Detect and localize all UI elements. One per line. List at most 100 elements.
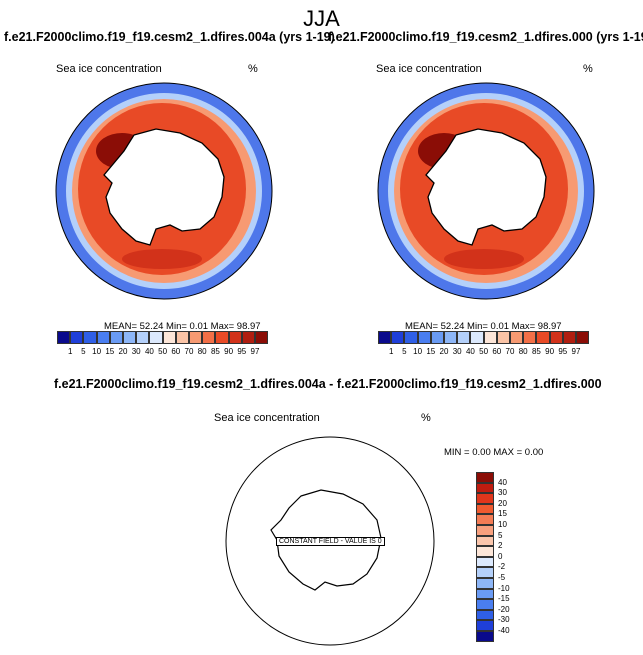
- diff-variable: Sea ice concentration: [214, 412, 320, 424]
- diff-colorbar-swatch: [476, 525, 494, 536]
- colorbar-tick-label: 20: [439, 347, 449, 356]
- diff-colorbar-swatch: [476, 588, 494, 600]
- diff-colorbar-swatch: [476, 578, 494, 589]
- colorbar-swatch: [70, 331, 84, 344]
- colorbar-swatch: [149, 331, 163, 344]
- colorbar-tick-label: 30: [452, 347, 462, 356]
- colorbar-swatch: [109, 331, 123, 344]
- colorbar-tick-label: 40: [465, 347, 475, 356]
- panel1-colorbar: 1 5 10 15 20 30 40 50 60 70 80 85 90 95 97: [57, 331, 269, 359]
- diff-colorbar-tick-label: -10: [498, 583, 510, 593]
- colorbar-swatch: [510, 331, 524, 344]
- colorbar-swatch: [83, 331, 97, 344]
- colorbar-swatch: [576, 331, 590, 344]
- colorbar-tick-label: 70: [184, 347, 194, 356]
- panel1-map-border: [55, 82, 273, 300]
- colorbar-tick-label: 15: [105, 347, 115, 356]
- diff-colorbar-swatch: [476, 599, 494, 610]
- diff-colorbar-swatch: [476, 567, 494, 578]
- colorbar-tick-label: 97: [250, 347, 260, 356]
- diff-units: %: [421, 412, 431, 424]
- diff-colorbar-swatch: [476, 546, 494, 557]
- colorbar-tick-label: 40: [144, 347, 154, 356]
- diff-colorbar-tick-label: 15: [498, 509, 507, 519]
- season-title: JJA: [303, 6, 340, 31]
- panel2-map-border: [377, 82, 595, 300]
- diff-colorbar-swatch: [476, 482, 494, 494]
- colorbar-swatch: [189, 331, 203, 344]
- colorbar-swatch: [57, 331, 71, 344]
- panel1-units: %: [248, 63, 258, 75]
- colorbar-swatch: [215, 331, 229, 344]
- diff-colorbar-swatch: [476, 514, 494, 525]
- diff-colorbar-swatch: [476, 631, 494, 642]
- diff-colorbar-tick-label: -15: [498, 594, 510, 604]
- colorbar-swatch: [96, 331, 110, 344]
- colorbar-swatch: [549, 331, 563, 344]
- panel2-units: %: [583, 63, 593, 75]
- colorbar-swatch: [162, 331, 176, 344]
- panel2-title: f.e21.F2000climo.f19_f19.cesm2_1.dfires.…: [328, 30, 643, 44]
- diff-constant-label: CONSTANT FIELD - VALUE IS 0: [276, 537, 385, 546]
- colorbar-tick-label: 95: [558, 347, 568, 356]
- colorbar-swatch: [378, 331, 392, 344]
- panel1-map: [55, 82, 273, 300]
- colorbar-swatch: [444, 331, 458, 344]
- colorbar-tick-label: 50: [158, 347, 168, 356]
- diff-colorbar-swatch: [476, 493, 494, 504]
- panel1-stats: MEAN= 52.24 Min= 0.01 Max= 98.97: [104, 321, 261, 332]
- diff-colorbar-swatch: [476, 472, 494, 483]
- diff-colorbar-tick-label: 0: [498, 551, 503, 561]
- panel2-variable: Sea ice concentration: [376, 63, 482, 75]
- diff-colorbar-tick-label: 10: [498, 520, 507, 529]
- diff-colorbar-tick-label: 30: [498, 488, 507, 498]
- diff-colorbar-swatch: [476, 620, 494, 631]
- colorbar-tick-label: 10: [413, 347, 423, 356]
- colorbar-tick-label: 97: [571, 347, 581, 356]
- diff-colorbar-swatch: [476, 535, 494, 547]
- colorbar-swatch: [391, 331, 405, 344]
- colorbar-swatch: [175, 331, 189, 344]
- colorbar-tick-label: 90: [545, 347, 555, 356]
- colorbar-tick-label: 95: [237, 347, 247, 356]
- diff-colorbar-swatch: [476, 503, 494, 515]
- colorbar-swatch: [536, 331, 550, 344]
- colorbar-swatch: [404, 331, 418, 344]
- colorbar-tick-label: 85: [210, 347, 220, 356]
- colorbar-tick-label: 30: [131, 347, 141, 356]
- colorbar-swatch: [202, 331, 216, 344]
- colorbar-swatch: [457, 331, 471, 344]
- colorbar-tick-label: 50: [479, 347, 489, 356]
- colorbar-tick-label: 60: [492, 347, 502, 356]
- colorbar-swatch: [241, 331, 255, 344]
- colorbar-swatch: [123, 331, 137, 344]
- colorbar-tick-label: 80: [518, 347, 528, 356]
- panel2-continent: [425, 128, 547, 246]
- colorbar-swatch: [255, 331, 269, 344]
- colorbar-tick-label: 1: [388, 347, 394, 356]
- panel1-title: f.e21.F2000climo.f19_f19.cesm2_1.dfires.…: [4, 30, 335, 44]
- diff-colorbar-tick-label: -5: [498, 573, 506, 582]
- diff-colorbar-tick-label: 20: [498, 498, 507, 508]
- colorbar-tick-label: 90: [224, 347, 234, 356]
- colorbar-tick-label: 5: [81, 347, 86, 356]
- diff-stats: MIN = 0.00 MAX = 0.00: [444, 447, 544, 458]
- colorbar-tick-label: 20: [118, 347, 128, 356]
- colorbar-swatch: [523, 331, 537, 344]
- panel2-stats: MEAN= 52.24 Min= 0.01 Max= 98.97: [405, 321, 562, 332]
- diff-colorbar-tick-label: -30: [498, 615, 510, 625]
- diff-colorbar-tick-label: -20: [498, 604, 510, 614]
- colorbar-tick-label: 5: [402, 347, 407, 356]
- colorbar-tick-label: 15: [426, 347, 436, 356]
- diff-title: f.e21.F2000climo.f19_f19.cesm2_1.dfires.…: [54, 377, 602, 391]
- panel1-continent: [103, 128, 225, 246]
- colorbar-swatch: [136, 331, 150, 344]
- colorbar-swatch: [417, 331, 431, 344]
- panel1-variable: Sea ice concentration: [56, 63, 162, 75]
- colorbar-swatch: [470, 331, 484, 344]
- colorbar-tick-label: 80: [197, 347, 207, 356]
- diff-colorbar-swatch: [476, 609, 494, 621]
- colorbar-swatch: [562, 331, 576, 344]
- panel2-map: [377, 82, 595, 300]
- colorbar-swatch: [228, 331, 242, 344]
